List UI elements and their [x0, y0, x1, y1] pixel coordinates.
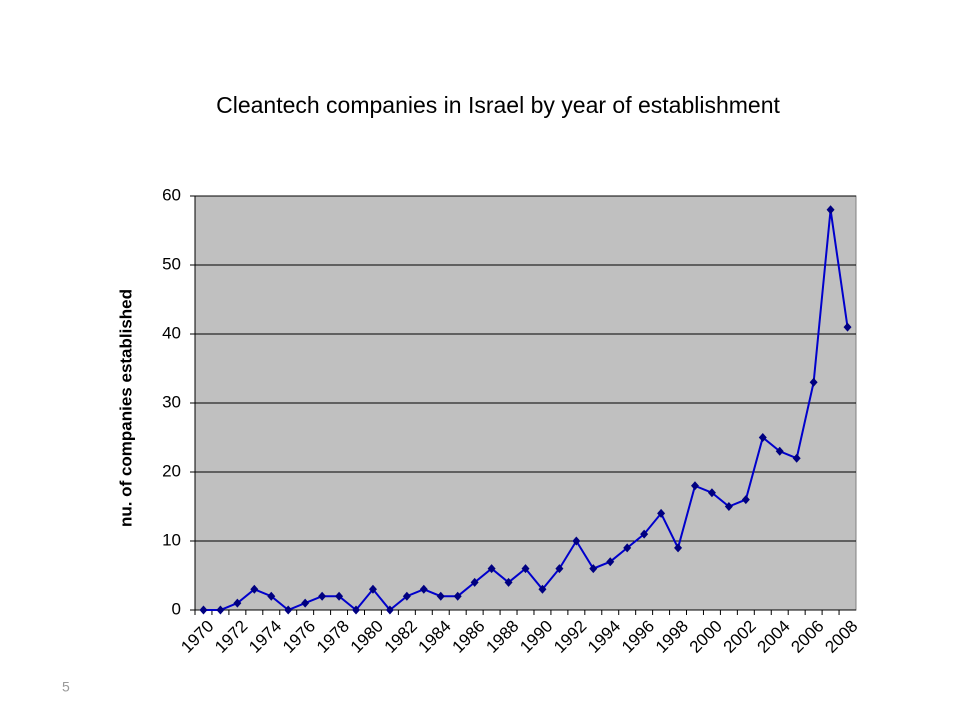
- data-point: [758, 433, 767, 442]
- y-tick-label: 50: [162, 254, 181, 273]
- x-tick-label: 1982: [381, 617, 421, 657]
- data-point: [216, 605, 225, 615]
- data-point: [436, 591, 445, 601]
- data-point: [385, 605, 394, 615]
- data-point: [453, 591, 462, 601]
- x-tick-label: 1998: [652, 617, 692, 657]
- x-tick-label: 1996: [618, 617, 658, 657]
- data-point: [267, 591, 276, 601]
- data-point: [589, 564, 598, 574]
- x-tick-label: 2004: [754, 617, 794, 657]
- chart-title: Cleantech companies in Israel by year of…: [216, 92, 780, 118]
- x-tick-label: 1992: [550, 617, 590, 657]
- data-point: [690, 481, 699, 491]
- x-tick-label: 2000: [686, 617, 726, 657]
- x-tick-label: 2008: [821, 617, 861, 657]
- x-tick-label: 1972: [211, 617, 251, 657]
- data-point: [572, 536, 581, 546]
- data-point: [521, 564, 530, 574]
- data-point: [623, 543, 632, 553]
- data-point: [843, 322, 852, 332]
- x-tick-label: 1976: [279, 617, 319, 657]
- data-point: [809, 377, 818, 387]
- x-tick-label: 1974: [245, 617, 285, 657]
- data-point: [741, 495, 750, 505]
- data-point: [250, 584, 259, 594]
- y-tick-label: 40: [162, 323, 181, 342]
- data-point: [419, 584, 428, 594]
- x-tick-label: 1970: [177, 617, 217, 657]
- data-point: [233, 598, 242, 608]
- x-tick-label: 1978: [313, 617, 353, 657]
- x-tick-label: 1984: [415, 617, 455, 657]
- x-tick-label: 2002: [720, 617, 760, 657]
- data-point: [640, 529, 649, 539]
- data-point: [368, 584, 377, 594]
- x-tick-label: 1988: [482, 617, 522, 657]
- data-point: [792, 453, 801, 463]
- data-point: [674, 543, 683, 553]
- x-tick-label: 2006: [787, 617, 827, 657]
- data-point: [487, 564, 496, 574]
- y-tick-label: 0: [172, 599, 181, 618]
- x-tick-label: 1986: [448, 617, 488, 657]
- data-point: [826, 205, 835, 215]
- data-point: [555, 564, 564, 574]
- data-point: [301, 598, 310, 608]
- data-point: [335, 591, 344, 601]
- data-point: [657, 508, 666, 518]
- data-point: [538, 584, 547, 594]
- data-point: [724, 502, 733, 511]
- data-point: [318, 591, 327, 601]
- x-tick-label: 1990: [516, 617, 556, 657]
- data-point: [775, 446, 784, 456]
- y-tick-label: 30: [162, 392, 181, 411]
- y-tick-label: 60: [162, 185, 181, 204]
- data-point: [402, 591, 411, 601]
- page-number: 5: [62, 679, 70, 695]
- data-point: [199, 605, 208, 615]
- data-point: [606, 557, 615, 567]
- data-point: [284, 605, 293, 615]
- y-tick-label: 10: [162, 530, 181, 549]
- data-point: [504, 577, 513, 587]
- y-tick-label: 20: [162, 461, 181, 480]
- data-point: [470, 577, 479, 587]
- x-tick-label: 1980: [347, 617, 387, 657]
- x-tick-label: 1994: [584, 617, 624, 657]
- data-point: [352, 605, 361, 615]
- y-axis-label: nu. of companies established: [116, 289, 135, 527]
- data-point: [707, 488, 716, 498]
